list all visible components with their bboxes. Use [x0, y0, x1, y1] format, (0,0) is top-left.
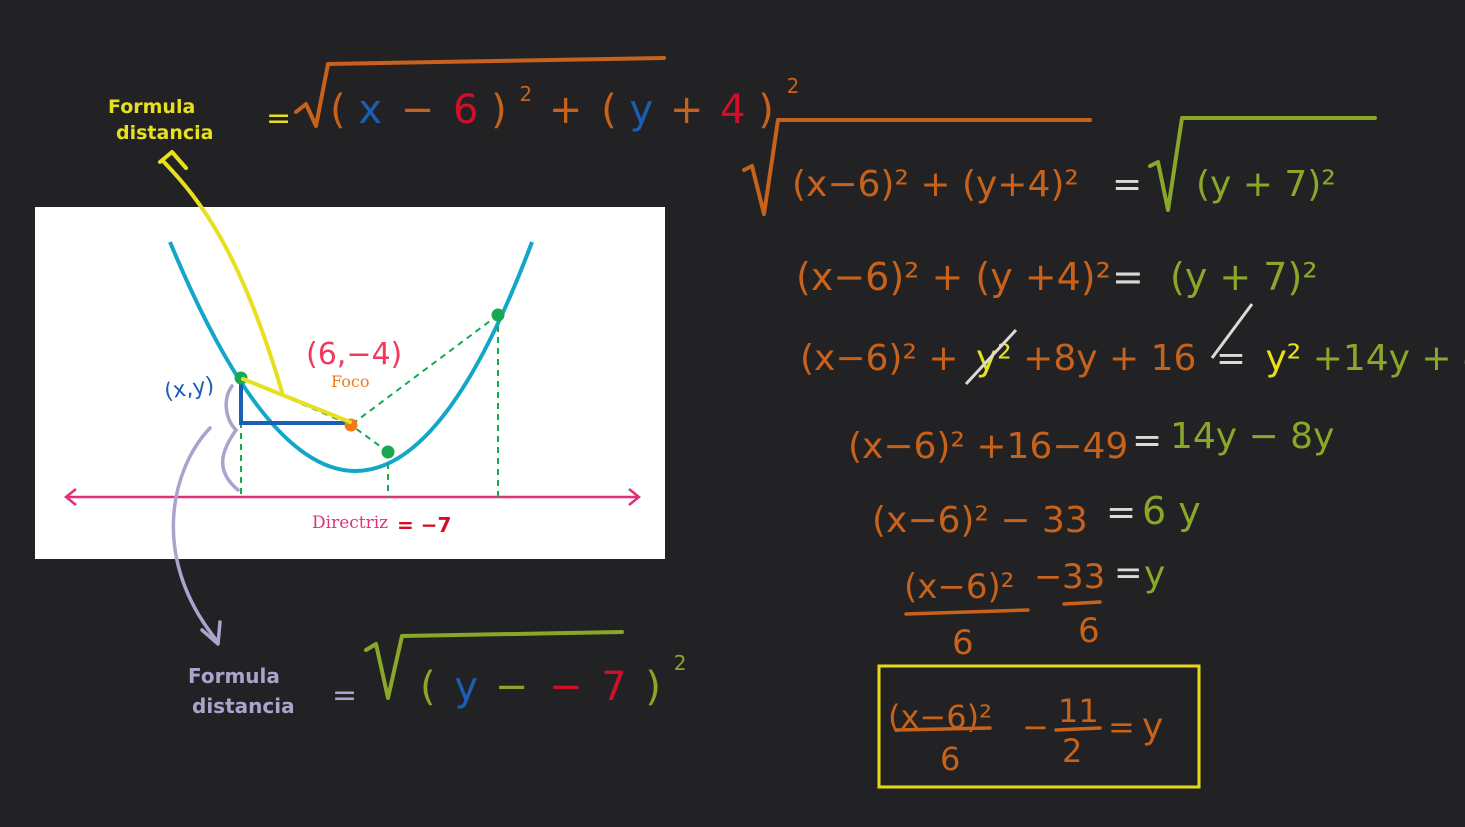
derivation-line5-rhs: 6 y [1142, 489, 1201, 533]
derivation-line6-num2: 33 [1062, 557, 1105, 597]
final-den2: 2 [1062, 732, 1082, 770]
derivation-line1-lhs: (x−6)² + (y+4)² [792, 164, 1079, 205]
final-fraction-bar1 [896, 728, 990, 730]
derivation-line6-num1: (x−6)² [904, 567, 1014, 607]
derivation-line5-lhs: (x−6)² − 33 [872, 500, 1088, 541]
parabola-figure: Foco (6,−4) (x,y) Directriz = −7 [35, 207, 665, 559]
bottom-note-label-line1: Formula [188, 664, 280, 688]
derivation-line3: (x−6)² + y² +8y + 16 = y² +14y + 49 [800, 338, 1465, 379]
derivation-line6-rhs: y [1144, 554, 1165, 595]
vertex-point [382, 446, 395, 459]
directrix-value: = −7 [397, 513, 451, 537]
derivation-line1-equals: = [1112, 164, 1142, 205]
derivation-line5-equals: = [1106, 492, 1136, 533]
final-minus: − [1022, 708, 1049, 746]
final-fraction-bar2 [1056, 728, 1100, 730]
final-num2: 11 [1058, 692, 1099, 730]
top-note-label-line1: Formula [108, 96, 195, 118]
final-den1: 6 [940, 740, 960, 778]
point-right [492, 309, 505, 322]
derivation-line6-equals: = [1114, 553, 1143, 593]
derivation-line6-fraction-bar2 [1064, 602, 1100, 604]
top-distance-note: Formula distancia = ( x − 6 ) 2 + ( y + … [108, 58, 799, 168]
bottom-distance-note: Formula distancia = ( y − − 7 ) 2 [188, 632, 686, 718]
focus-label: Foco [331, 372, 369, 391]
top-note-arrowhead [160, 152, 186, 168]
focus-coordinates: (6,−4) [306, 337, 402, 372]
derivation-line1-rhs: (y + 7)² [1196, 164, 1336, 205]
bottom-note-equals: = [332, 678, 357, 713]
directrix-label: Directriz [312, 513, 388, 533]
derivation-line4-rhs: 14y − 8y [1170, 416, 1334, 457]
final-rhs: y [1142, 706, 1163, 747]
bottom-note-expression: ( y − − 7 ) 2 [420, 651, 686, 710]
derivation-line6-den2: 6 [1078, 611, 1100, 651]
derivation-line2-equals: = [1112, 255, 1144, 299]
derivation-line2-lhs: (x−6)² + (y +4)² [796, 255, 1111, 299]
derivation-line6-minus: − [1034, 557, 1063, 597]
derivation-line4-equals: = [1132, 420, 1162, 461]
bottom-note-label-line2: distancia [192, 694, 295, 718]
derivation-line4-lhs: (x−6)² +16−49 [848, 426, 1128, 467]
derivation-line6-fraction-bar1 [906, 610, 1028, 614]
final-equals: = [1108, 708, 1135, 746]
top-note-label-line2: distancia [116, 122, 213, 144]
derivation-line2-rhs: (y + 7)² [1170, 255, 1318, 299]
derivation-line6-den1: 6 [952, 623, 974, 663]
top-note-expression: ( x − 6 ) 2 + ( y + 4 ) 2 [330, 65, 799, 133]
top-note-equals: = [266, 101, 291, 136]
derivation: (x−6)² + (y+4)² = (y + 7)² (x−6)² + (y +… [744, 118, 1465, 787]
